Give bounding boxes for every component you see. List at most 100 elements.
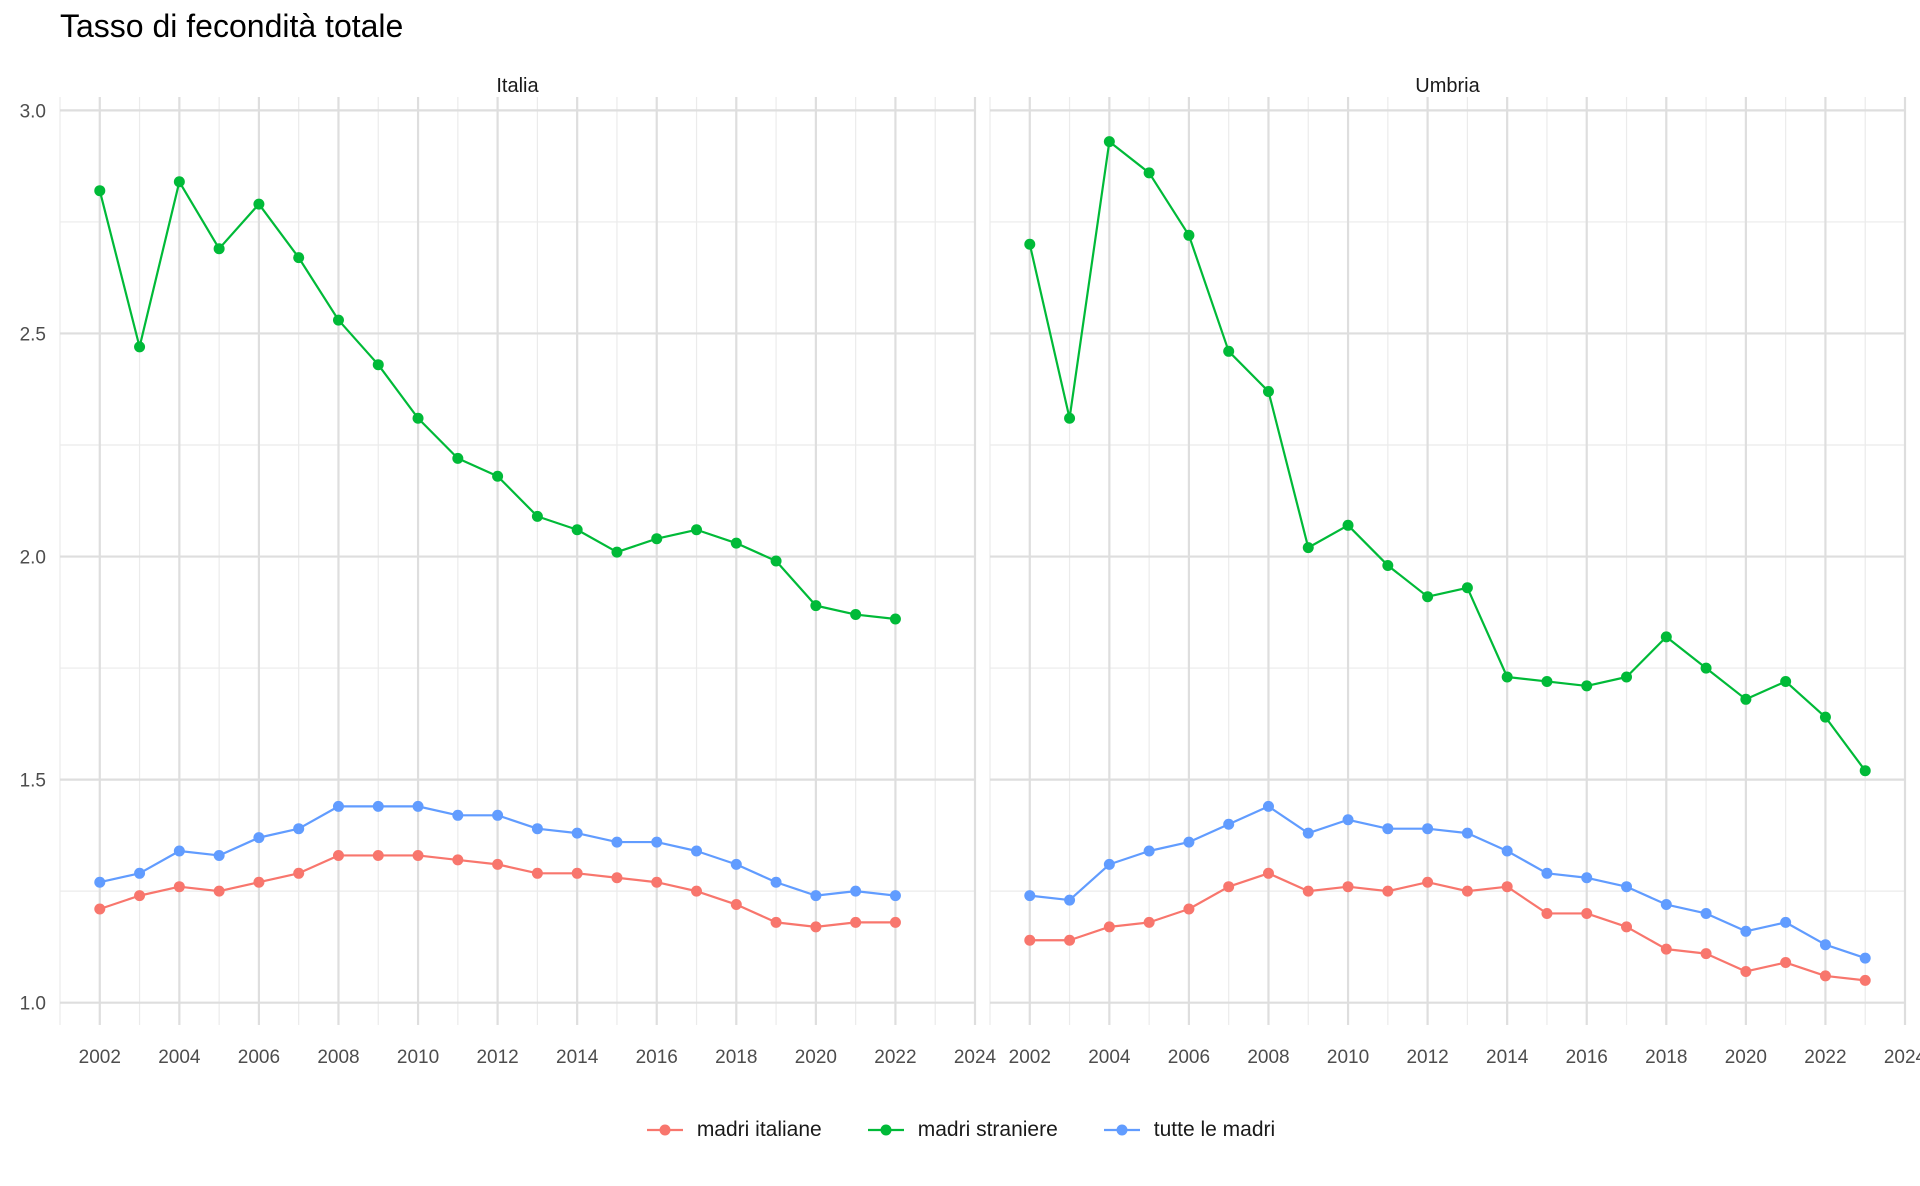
data-point-tutte-le-madri-italia-2021: [850, 885, 862, 897]
x-tick-label: 2020: [795, 1047, 837, 1068]
data-point-madri-straniere-italia-2017: [691, 524, 703, 536]
data-point-tutte-le-madri-umbria-2018: [1660, 899, 1672, 911]
data-point-madri-italiane-italia-2006: [253, 876, 265, 888]
x-tick-label: 2008: [317, 1047, 359, 1068]
data-point-madri-straniere-umbria-2013: [1461, 582, 1473, 594]
legend-key-madri-italiane: [646, 1124, 683, 1136]
data-point-madri-straniere-umbria-2019: [1700, 662, 1712, 674]
data-point-tutte-le-madri-italia-2007: [293, 823, 305, 835]
data-point-madri-straniere-italia-2005: [213, 243, 225, 255]
data-point-madri-straniere-umbria-2017: [1621, 671, 1633, 683]
data-point-tutte-le-madri-umbria-2015: [1541, 867, 1553, 879]
data-point-madri-straniere-umbria-2011: [1382, 559, 1394, 571]
data-point-madri-italiane-umbria-2021: [1780, 957, 1792, 969]
y-tick-label: 1.5: [20, 771, 46, 792]
data-point-madri-italiane-italia-2008: [332, 849, 344, 861]
data-point-tutte-le-madri-umbria-2009: [1302, 827, 1314, 839]
data-point-madri-italiane-italia-2009: [372, 849, 384, 861]
data-point-madri-straniere-umbria-2018: [1660, 631, 1672, 643]
data-point-madri-straniere-umbria-2016: [1581, 680, 1593, 692]
legend-label-tutte-le-madri: tutte le madri: [1153, 1118, 1276, 1141]
data-point-madri-italiane-umbria-2002: [1024, 934, 1036, 946]
data-point-madri-italiane-italia-2022: [889, 916, 901, 928]
data-point-madri-straniere-umbria-2006: [1183, 229, 1195, 241]
legend-point-madri-straniere: [880, 1124, 892, 1136]
data-point-tutte-le-madri-italia-2008: [332, 800, 344, 812]
data-point-madri-italiane-umbria-2017: [1621, 921, 1633, 933]
x-tick-label: 2018: [715, 1047, 757, 1068]
data-point-madri-italiane-umbria-2018: [1660, 943, 1672, 955]
data-point-tutte-le-madri-italia-2006: [253, 832, 265, 844]
data-point-madri-italiane-italia-2010: [412, 849, 424, 861]
data-point-madri-straniere-umbria-2023: [1859, 765, 1871, 777]
data-point-madri-italiane-italia-2019: [770, 916, 782, 928]
x-tick-label: 2002: [79, 1047, 121, 1068]
x-tick-label: 2024: [954, 1047, 997, 1068]
data-point-tutte-le-madri-italia-2014: [571, 827, 583, 839]
legend-item-madri-italiane: madri italiane: [645, 1118, 822, 1142]
x-tick-label: 2014: [1486, 1047, 1529, 1068]
data-point-madri-straniere-italia-2016: [651, 533, 663, 545]
data-point-madri-italiane-italia-2007: [293, 867, 305, 879]
data-point-madri-italiane-italia-2013: [531, 867, 543, 879]
x-tick-label: 2020: [1725, 1047, 1767, 1068]
data-point-madri-straniere-italia-2021: [850, 609, 862, 621]
data-point-madri-straniere-italia-2002: [94, 185, 106, 197]
x-tick-label: 2014: [556, 1047, 599, 1068]
data-point-tutte-le-madri-umbria-2017: [1621, 881, 1633, 893]
data-point-madri-italiane-umbria-2013: [1461, 885, 1473, 897]
data-point-madri-italiane-umbria-2003: [1064, 934, 1076, 946]
data-point-madri-italiane-umbria-2014: [1501, 881, 1513, 893]
data-point-madri-straniere-umbria-2008: [1262, 385, 1274, 397]
data-point-madri-italiane-italia-2014: [571, 867, 583, 879]
data-point-madri-italiane-umbria-2012: [1422, 876, 1434, 888]
legend-item-tutte-le-madri: tutte le madri: [1102, 1118, 1275, 1142]
data-point-madri-straniere-italia-2012: [492, 470, 504, 482]
data-point-madri-straniere-umbria-2010: [1342, 519, 1354, 531]
data-point-tutte-le-madri-umbria-2011: [1382, 823, 1394, 835]
legend-key-tutte-le-madri: [1103, 1124, 1140, 1136]
data-point-madri-straniere-umbria-2012: [1422, 591, 1434, 603]
data-point-madri-italiane-italia-2002: [94, 903, 106, 915]
data-point-madri-straniere-umbria-2005: [1143, 167, 1155, 179]
data-point-madri-italiane-italia-2015: [611, 872, 623, 884]
x-tick-label: 2006: [1168, 1047, 1210, 1068]
data-point-tutte-le-madri-italia-2003: [134, 867, 146, 879]
data-point-tutte-le-madri-umbria-2004: [1103, 858, 1115, 870]
x-tick-label: 2022: [1804, 1047, 1846, 1068]
x-tick-label: 2006: [238, 1047, 280, 1068]
data-point-madri-straniere-italia-2014: [571, 524, 583, 536]
data-point-madri-italiane-umbria-2016: [1581, 907, 1593, 919]
data-point-madri-italiane-umbria-2009: [1302, 885, 1314, 897]
data-point-madri-straniere-italia-2011: [452, 452, 464, 464]
data-point-madri-italiane-umbria-2010: [1342, 881, 1354, 893]
series-line-madri-straniere-umbria: [1028, 140, 1867, 772]
data-point-tutte-le-madri-umbria-2003: [1064, 894, 1076, 906]
data-point-tutte-le-madri-italia-2017: [691, 845, 703, 857]
data-point-tutte-le-madri-italia-2002: [94, 876, 106, 888]
data-point-madri-straniere-italia-2022: [889, 613, 901, 625]
data-point-madri-italiane-umbria-2011: [1382, 885, 1394, 897]
data-point-tutte-le-madri-umbria-2014: [1501, 845, 1513, 857]
data-point-tutte-le-madri-italia-2010: [412, 800, 424, 812]
data-point-tutte-le-madri-umbria-2012: [1422, 823, 1434, 835]
series-line-tutte-le-madri-umbria: [1029, 805, 1866, 960]
data-point-madri-straniere-umbria-2014: [1501, 671, 1513, 683]
data-point-madri-italiane-italia-2018: [730, 899, 742, 911]
data-point-madri-straniere-umbria-2009: [1302, 542, 1314, 554]
data-point-madri-italiane-umbria-2015: [1541, 907, 1553, 919]
data-point-madri-straniere-italia-2008: [332, 314, 344, 326]
data-point-tutte-le-madri-italia-2009: [372, 800, 384, 812]
data-point-madri-straniere-italia-2009: [372, 359, 384, 371]
data-point-tutte-le-madri-italia-2013: [531, 823, 543, 835]
x-tick-label: 2004: [1088, 1047, 1131, 1068]
data-point-tutte-le-madri-italia-2020: [810, 890, 822, 902]
legend-point-madri-italiane: [659, 1124, 671, 1136]
data-point-madri-italiane-italia-2017: [691, 885, 703, 897]
data-point-madri-straniere-umbria-2022: [1819, 711, 1831, 723]
y-tick-label: 2.5: [20, 324, 46, 345]
x-tick-label: 2024: [1884, 1047, 1920, 1068]
strip-label-italia: Italia: [496, 75, 539, 97]
data-point-madri-straniere-italia-2018: [730, 537, 742, 549]
